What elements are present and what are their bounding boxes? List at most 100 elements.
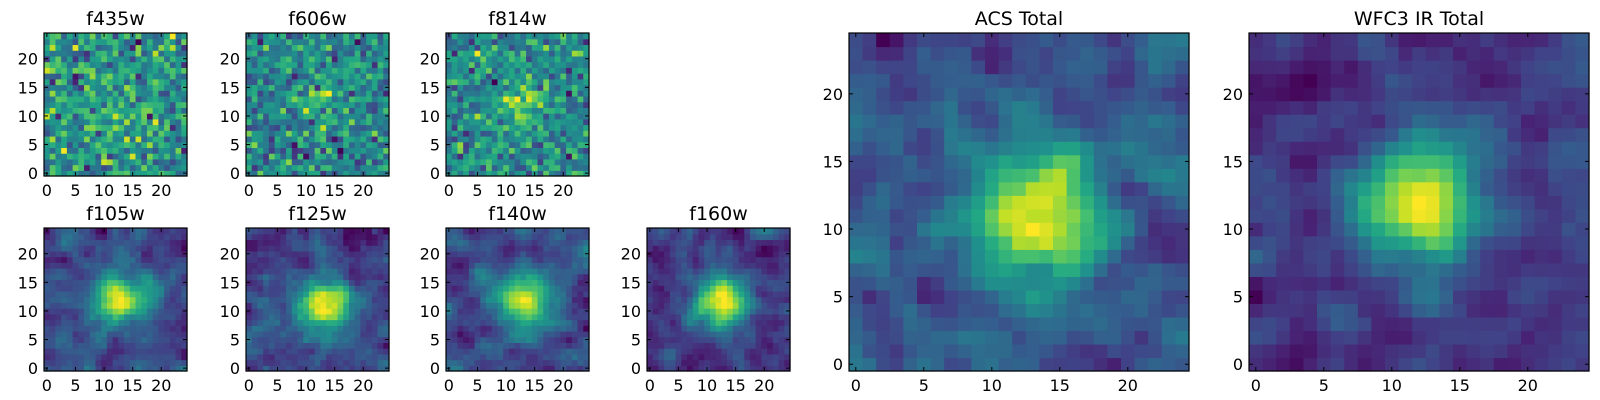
heatmap-cell <box>486 124 493 131</box>
heatmap-cell <box>308 50 316 57</box>
heatmap-cell <box>1121 343 1136 359</box>
heatmap-cell <box>78 245 85 252</box>
heatmap-cell <box>862 195 877 210</box>
heatmap-cell <box>566 296 573 303</box>
heatmap-cell <box>181 73 188 80</box>
heatmap-cell <box>268 90 276 97</box>
heatmap-cell <box>497 256 504 263</box>
heatmap-cell <box>486 296 493 303</box>
y-tick-label: 20 <box>621 245 641 264</box>
heatmap-cell <box>169 245 177 252</box>
heatmap-cell <box>44 130 51 137</box>
heatmap-cell <box>371 302 379 309</box>
heatmap-cell <box>508 239 516 246</box>
heatmap-cell <box>343 262 350 269</box>
heatmap-cell <box>371 101 379 108</box>
heatmap-cell <box>366 78 373 86</box>
heatmap-cell <box>44 239 51 246</box>
heatmap-cell <box>95 101 102 108</box>
heatmap-cell <box>531 336 539 343</box>
heatmap-cell <box>486 290 493 298</box>
heatmap-cell <box>141 336 148 343</box>
heatmap-cell <box>95 290 102 298</box>
heatmap-cell <box>514 342 521 349</box>
heatmap-cell <box>1025 289 1040 304</box>
heatmap-cell <box>303 67 310 74</box>
heatmap-cell <box>308 268 316 275</box>
heatmap-cell <box>106 73 114 80</box>
heatmap-cell <box>658 319 665 326</box>
heatmap-cell <box>1053 330 1068 345</box>
heatmap-cell <box>308 319 316 326</box>
heatmap-cell <box>348 50 356 57</box>
heatmap-cell <box>78 130 85 137</box>
heatmap-cell <box>257 107 264 114</box>
heatmap-cell <box>543 228 550 235</box>
heatmap-cell <box>491 107 499 114</box>
heatmap-cell <box>343 353 350 361</box>
heatmap-cell <box>520 38 527 46</box>
heatmap-cell <box>72 147 79 154</box>
heatmap-cell <box>343 44 350 51</box>
heatmap-cell <box>652 325 660 332</box>
heatmap-cell <box>647 342 654 349</box>
heatmap-cell <box>721 239 728 246</box>
heatmap-cell <box>360 273 367 281</box>
heatmap-cell <box>463 33 470 40</box>
heatmap-cell <box>732 302 740 309</box>
heatmap-cell <box>251 135 259 143</box>
heatmap-cell <box>658 353 665 361</box>
heatmap-cell <box>95 228 102 235</box>
heatmap-cell <box>348 239 356 246</box>
heatmap-cell <box>49 55 57 63</box>
heatmap-cell <box>366 308 373 315</box>
heatmap-cell <box>360 348 367 355</box>
heatmap-cell <box>66 233 74 241</box>
heatmap-cell <box>480 268 487 275</box>
heatmap-cell <box>721 365 728 372</box>
heatmap-cell <box>560 256 567 263</box>
heatmap-cell <box>985 195 1000 210</box>
heatmap-cell <box>548 342 556 349</box>
heatmap-cell <box>314 135 321 143</box>
heatmap-cell <box>251 118 259 126</box>
heatmap-cell <box>366 153 373 160</box>
heatmap-cell <box>903 154 918 169</box>
heatmap-cell <box>560 130 567 137</box>
heatmap-cell <box>291 365 299 372</box>
heatmap-cell <box>1012 154 1027 169</box>
heatmap-cell <box>778 233 785 241</box>
heatmap-cell <box>181 95 188 103</box>
heatmap-cell <box>889 262 904 277</box>
heatmap-cell <box>577 107 584 114</box>
heatmap-cell <box>112 73 119 80</box>
heatmap-cell <box>548 113 556 120</box>
heatmap-cell <box>772 268 780 275</box>
heatmap-cell <box>164 141 171 148</box>
heatmap-cell <box>738 302 745 309</box>
heatmap-cell <box>537 233 544 241</box>
heatmap-cell <box>548 296 556 303</box>
heatmap-cell <box>257 67 264 74</box>
heatmap-cell <box>44 302 51 309</box>
heatmap-cell <box>486 308 493 315</box>
heatmap-cell <box>124 279 131 286</box>
heatmap-cell <box>337 50 344 57</box>
heatmap-cell <box>343 61 350 68</box>
heatmap-cell <box>84 153 91 160</box>
heatmap-cell <box>66 268 74 275</box>
heatmap-cell <box>169 290 177 298</box>
heatmap-cell <box>704 250 711 258</box>
heatmap-cell <box>543 170 550 177</box>
heatmap-cell <box>146 359 154 366</box>
heatmap-cell <box>337 273 344 281</box>
heatmap-cell <box>118 67 125 74</box>
heatmap-cell <box>862 222 877 237</box>
heatmap-cell <box>118 325 125 332</box>
heatmap-cell <box>669 239 677 246</box>
axes-frame <box>646 227 791 372</box>
heatmap-cell <box>377 67 384 74</box>
heatmap-cell <box>308 67 316 74</box>
heatmap-cell <box>169 342 177 349</box>
heatmap-cell <box>704 325 711 332</box>
